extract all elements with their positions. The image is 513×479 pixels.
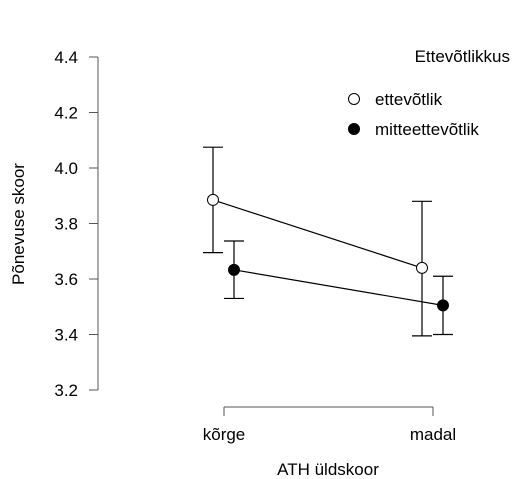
y-tick-label: 3.4 [54,326,78,345]
series-0 [203,146,432,337]
x-tick-label: kõrge [203,425,246,444]
y-tick-label: 3.8 [54,215,78,234]
data-point [207,193,219,206]
y-tick-label: 4.0 [54,159,78,178]
x-axis: kõrge madal [203,406,456,444]
data-point [228,263,240,276]
series-line [212,199,423,269]
x-axis-title: ATH üldskoor [277,460,379,479]
y-tick-label: 4.4 [54,48,78,67]
legend-label: ettevõtlik [375,90,443,109]
y-axis-title: Põnevuse skoor [9,163,28,285]
legend-marker [348,123,360,135]
x-tick-label: madal [410,425,456,444]
legend-title: Ettevõtlikkus [415,47,510,66]
y-tick-label: 3.6 [54,270,78,289]
y-axis: 3.2 3.4 3.6 3.8 4.0 4.2 4.4 [54,48,99,400]
series-1 [224,240,453,336]
legend-label: mitteettevõtlik [375,120,479,139]
y-tick-label: 4.2 [54,104,78,123]
plot-area [203,146,453,337]
data-point [437,299,449,312]
y-tick-label: 3.2 [54,381,78,400]
data-point [416,261,428,274]
legend: Ettevõtlikkus ettevõtlik mitteettevõtlik [348,47,510,139]
legend-marker [348,93,360,105]
series-line [233,269,444,306]
